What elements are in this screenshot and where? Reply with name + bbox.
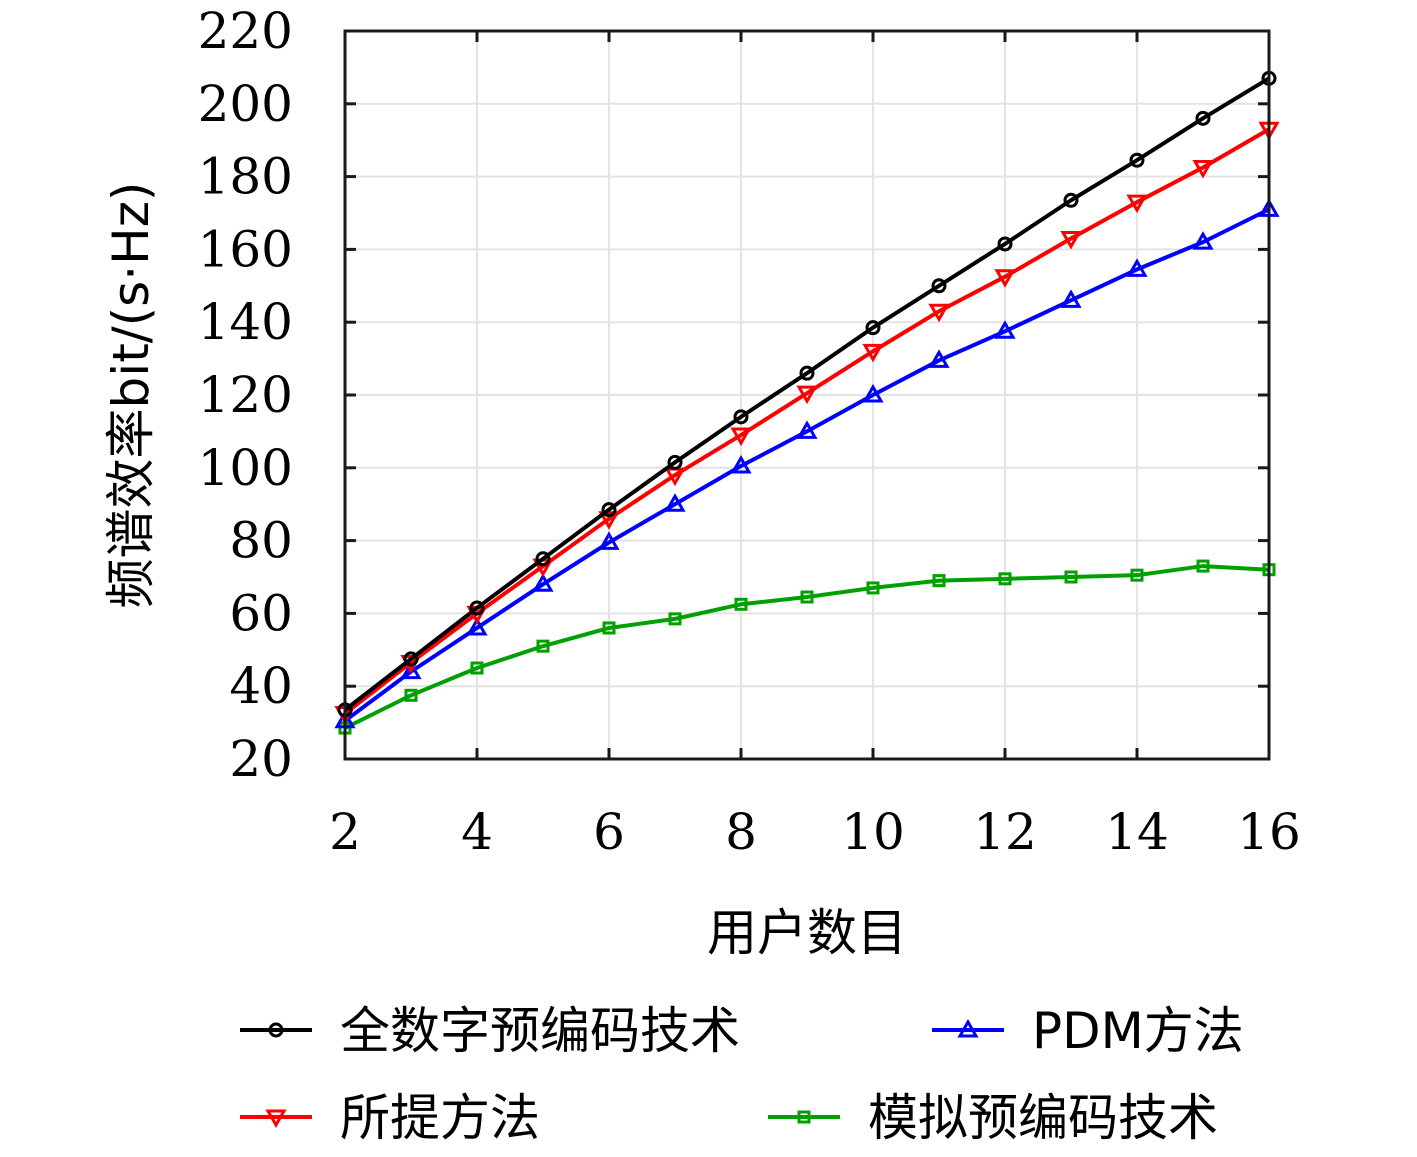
data-point xyxy=(535,551,551,567)
x-tick-label: 10 xyxy=(841,803,905,861)
data-point xyxy=(730,454,752,474)
data-point xyxy=(1129,152,1145,168)
y-tick-label: 60 xyxy=(229,584,293,642)
y-tick-label: 20 xyxy=(229,730,293,788)
data-point xyxy=(598,511,620,530)
data-point xyxy=(796,385,818,405)
data-point xyxy=(998,572,1012,586)
x-tick-label: 8 xyxy=(725,803,757,861)
y-tick-label: 140 xyxy=(198,293,293,351)
data-point xyxy=(932,574,946,588)
x-tick-label: 4 xyxy=(461,803,493,861)
data-point xyxy=(469,600,485,616)
data-point xyxy=(667,454,683,470)
legend-item: 所提方法 xyxy=(240,1089,540,1147)
x-axis-title: 用户数目 xyxy=(707,904,907,962)
y-tick-label: 160 xyxy=(198,220,293,278)
series-line xyxy=(343,127,1271,716)
axis-ticks: 20 40 60 80 100 120 140 160 180 200 220 2 4 6 8 10 12 14 1… xyxy=(198,2,1301,861)
data-point xyxy=(1126,194,1148,214)
y-tick-label: 180 xyxy=(198,148,293,206)
series-line xyxy=(343,207,1270,723)
data-point xyxy=(994,320,1016,339)
series-3 xyxy=(338,559,1276,735)
data-point xyxy=(1192,160,1214,179)
legend-label: 所提方法 xyxy=(340,1089,540,1147)
data-point xyxy=(403,651,419,667)
x-tick-label: 2 xyxy=(329,803,361,861)
data-point xyxy=(400,660,422,680)
series-line xyxy=(344,564,1270,730)
y-axis-title: 频谱效率bit/(s·Hz) xyxy=(102,182,160,609)
series-layer xyxy=(334,70,1280,735)
data-point xyxy=(866,581,880,595)
y-tick-label: 200 xyxy=(198,75,293,133)
data-point xyxy=(994,269,1016,288)
series-2 xyxy=(334,198,1280,729)
data-point xyxy=(862,343,884,363)
data-point xyxy=(404,688,418,702)
data-point xyxy=(598,531,620,550)
data-point xyxy=(536,639,550,653)
data-point xyxy=(470,661,484,675)
data-point xyxy=(601,502,617,518)
data-point xyxy=(668,612,682,626)
y-tick-label: 100 xyxy=(198,439,293,497)
data-point xyxy=(733,409,749,425)
data-point xyxy=(800,590,814,604)
y-tick-label: 120 xyxy=(198,366,293,424)
legend-marker xyxy=(265,1109,287,1129)
data-point xyxy=(997,236,1013,252)
data-point xyxy=(796,420,818,439)
legend-item: 全数字预编码技术 xyxy=(240,1002,740,1060)
data-point xyxy=(931,278,947,294)
series-1 xyxy=(334,121,1280,725)
data-point xyxy=(1192,231,1214,250)
series-line xyxy=(343,76,1271,712)
data-point xyxy=(664,493,686,512)
data-point xyxy=(799,365,815,381)
legend-marker xyxy=(268,1022,284,1038)
x-tick-label: 6 xyxy=(593,803,625,861)
legend-marker xyxy=(797,1110,811,1124)
y-tick-label: 40 xyxy=(229,657,293,715)
data-point xyxy=(466,616,488,636)
legend-label: 模拟预编码技术 xyxy=(868,1089,1218,1147)
data-point xyxy=(1060,230,1082,250)
data-point xyxy=(532,573,554,592)
data-point xyxy=(734,597,748,611)
data-point xyxy=(1060,289,1082,308)
data-point xyxy=(1063,192,1079,208)
x-tick-label: 12 xyxy=(973,803,1037,861)
legend-item: PDM方法 xyxy=(932,1002,1244,1060)
legend-item: 模拟预编码技术 xyxy=(768,1089,1218,1147)
data-point xyxy=(928,303,950,323)
data-point xyxy=(928,349,950,368)
data-point xyxy=(1126,258,1148,277)
data-point xyxy=(862,383,884,403)
data-point xyxy=(730,427,752,447)
data-point xyxy=(865,320,881,336)
x-tick-label: 14 xyxy=(1105,803,1169,861)
data-point xyxy=(1195,110,1211,126)
data-point xyxy=(1196,559,1210,573)
data-point xyxy=(1064,570,1078,584)
legend-label: PDM方法 xyxy=(1032,1002,1244,1060)
series-0 xyxy=(337,70,1277,718)
legend-marker xyxy=(957,1018,979,1038)
data-point xyxy=(1130,568,1144,582)
x-tick-label: 16 xyxy=(1237,803,1301,861)
y-tick-label: 220 xyxy=(198,2,293,60)
legend-label: 全数字预编码技术 xyxy=(340,1002,740,1060)
y-tick-label: 80 xyxy=(229,512,293,570)
data-point xyxy=(602,621,616,635)
